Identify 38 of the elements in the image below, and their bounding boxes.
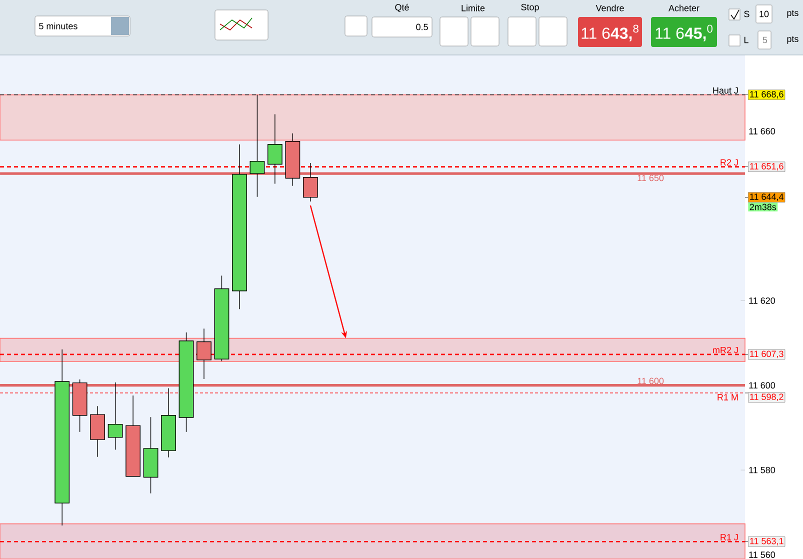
text: Acheter <box>668 4 700 12</box>
ref-line-label: R2 J <box>720 159 738 166</box>
text: pts <box>787 10 798 18</box>
ref-line-label: R1 M <box>718 394 738 400</box>
ref-line-label: Haut J <box>713 87 738 94</box>
y-tick-label: 11 660 <box>749 128 776 134</box>
text: Limite <box>462 4 485 12</box>
candlestick <box>268 114 282 184</box>
text: 11 598,2 <box>750 394 784 402</box>
text: Stop <box>521 4 539 12</box>
ref-line-label: mR2 J <box>713 346 738 354</box>
candlestick <box>108 382 123 450</box>
ref-line-label: 11 650 <box>638 174 664 182</box>
candlestick <box>250 94 265 198</box>
y-tick-label: 11 560 <box>749 552 776 558</box>
text: 5 <box>762 36 768 44</box>
y-tick-label: 11 620 <box>749 297 776 304</box>
ref-line-label: R1 J <box>720 534 738 540</box>
text: Qté <box>395 4 409 12</box>
y-tick-label: 11 600 <box>749 382 776 389</box>
text: pts <box>787 36 798 44</box>
text: Vendre <box>596 4 624 12</box>
text: 11 643,$^{8}$ <box>582 24 638 42</box>
text: 0.5 <box>416 24 428 30</box>
text: 11 563,1 <box>750 538 784 546</box>
ref-line-label: 11 600 <box>638 378 664 384</box>
candlestick <box>196 328 212 380</box>
text: 11 645,$^{0}$ <box>656 24 713 42</box>
text: 11 607,3 <box>750 350 784 358</box>
text: 10 <box>760 10 769 18</box>
text: 11 651,6 <box>750 163 784 171</box>
text: 11 644,4 <box>750 194 784 202</box>
text: L <box>744 36 748 44</box>
text: 5 minutes <box>39 22 78 30</box>
text: 2m38s <box>750 204 776 210</box>
text: S <box>744 10 750 18</box>
text: 11 668,6 <box>750 91 784 99</box>
y-tick-label: 11 580 <box>749 466 776 474</box>
